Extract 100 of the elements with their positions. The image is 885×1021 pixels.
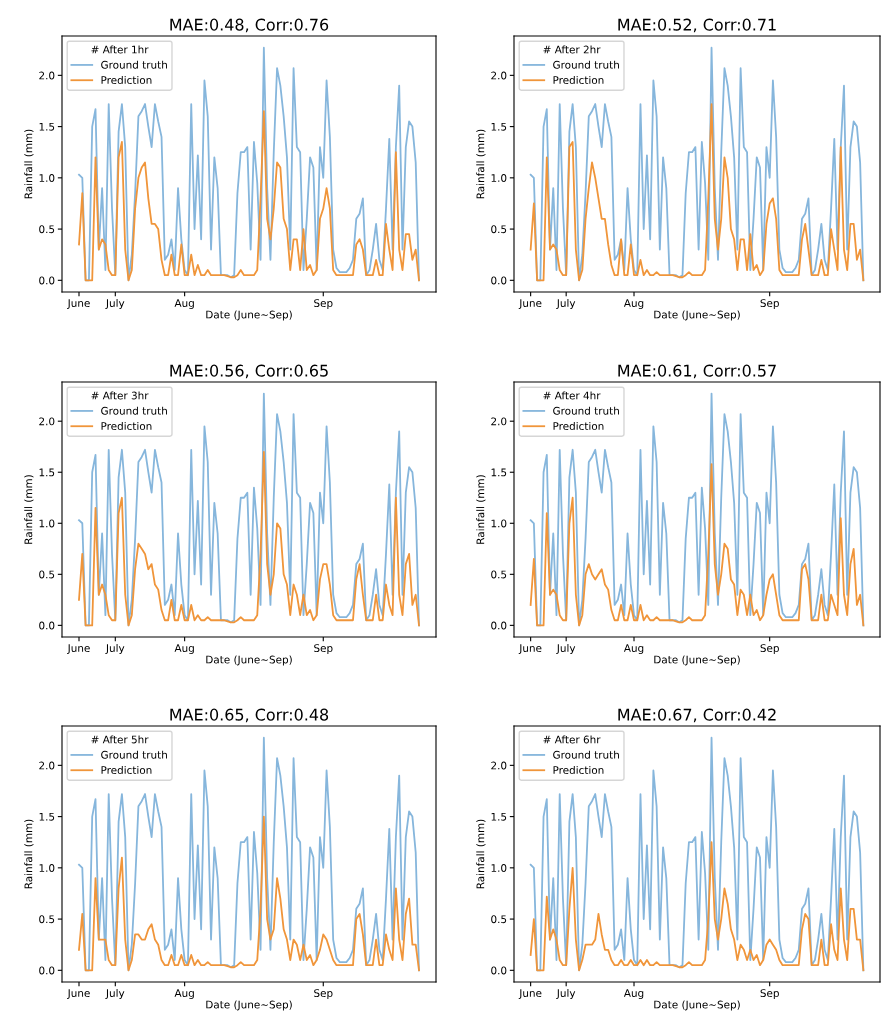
chart-title: MAE:0.65, Corr:0.48 (170, 708, 329, 723)
y-tick-label: 0.0 (491, 621, 507, 630)
x-tick-label: Sep (314, 644, 333, 655)
x-tick-label: Sep (760, 989, 779, 1000)
y-tick-label: 0.5 (491, 225, 507, 234)
x-tick-label: June (67, 989, 90, 999)
y-tick-label: 0.5 (491, 570, 507, 579)
legend-title: # After 6hr (543, 735, 601, 744)
line-series (78, 110, 420, 282)
legend-label: Ground truth (553, 406, 619, 415)
line-series (529, 736, 865, 972)
legend-label: Ground truth (101, 60, 167, 69)
y-tick-label: 0.0 (491, 276, 507, 285)
y-tick-label: 1.0 (491, 864, 507, 872)
x-tick-label: Aug (174, 644, 194, 655)
y-tick-label: 1.0 (39, 519, 55, 528)
legend-title: # After 4hr (543, 391, 601, 400)
y-axis-title: Rainfall (mm) (476, 819, 486, 889)
x-tick-label: July (105, 988, 125, 1000)
x-tick-label: Sep (314, 989, 333, 1000)
y-tick-label: 1.5 (39, 468, 55, 477)
line-series (529, 463, 865, 627)
y-tick-label: 2.0 (39, 761, 55, 770)
y-tick-label: 1.5 (491, 122, 507, 131)
legend-label: Prediction (101, 765, 152, 775)
legend-label: Prediction (553, 765, 604, 775)
line-series (78, 736, 420, 972)
x-tick-label: July (105, 643, 125, 655)
x-tick-label: Sep (314, 299, 333, 310)
legend-label: Ground truth (553, 750, 619, 759)
chart-title: MAE:0.61, Corr:0.57 (618, 364, 776, 379)
x-tick-label: July (556, 988, 576, 1000)
y-tick-label: 1.5 (491, 468, 507, 477)
line-series (78, 450, 420, 627)
legend-label: Prediction (101, 421, 152, 431)
legend-title: # After 3hr (91, 391, 149, 400)
y-tick-label: 0.5 (491, 915, 507, 924)
y-tick-label: 1.0 (491, 174, 507, 182)
y-axis-title: Rainfall (mm) (476, 129, 486, 199)
legend-label: Ground truth (101, 750, 167, 759)
y-tick-label: 0.5 (39, 915, 55, 924)
x-tick-label: June (518, 989, 542, 999)
y-tick-label: 1.5 (491, 812, 507, 821)
legend-title: # After 5hr (91, 735, 149, 744)
x-axis-title: Date (June~Sep) (654, 1000, 740, 1011)
y-tick-label: 2.0 (39, 417, 55, 426)
x-axis-title: Date (June~Sep) (206, 655, 292, 666)
line-series (529, 392, 865, 627)
y-axis-title: Rainfall (mm) (476, 475, 486, 544)
line-series (529, 46, 865, 282)
y-tick-label: 2.0 (491, 761, 507, 770)
x-tick-label: July (556, 643, 576, 655)
y-tick-label: 0.0 (491, 966, 507, 975)
y-tick-label: 0.0 (39, 621, 55, 630)
line-series (78, 46, 420, 282)
y-axis-title: Rainfall (mm) (24, 819, 34, 889)
chart-title: MAE:0.67, Corr:0.42 (618, 708, 776, 723)
y-tick-label: 1.0 (491, 519, 507, 528)
legend-title: # After 1hr (91, 45, 149, 54)
x-tick-label: June (67, 644, 90, 654)
y-tick-label: 1.5 (39, 812, 55, 821)
x-tick-label: July (556, 298, 576, 310)
x-tick-label: Aug (623, 299, 644, 310)
x-tick-label: Aug (623, 989, 644, 1000)
x-tick-label: Aug (174, 989, 194, 1000)
x-axis-title: Date (June~Sep) (654, 655, 740, 666)
y-tick-label: 2.0 (491, 71, 507, 80)
y-tick-label: 0.0 (39, 276, 55, 285)
x-tick-label: June (518, 644, 542, 654)
y-tick-label: 2.0 (491, 417, 507, 426)
line-series (78, 392, 420, 627)
y-tick-label: 2.0 (39, 71, 55, 80)
chart-title: MAE:0.48, Corr:0.76 (170, 18, 329, 33)
chart-title: MAE:0.52, Corr:0.71 (618, 18, 776, 33)
x-tick-label: June (518, 299, 542, 309)
x-axis-title: Date (June~Sep) (654, 310, 740, 321)
legend-label: Ground truth (101, 406, 167, 415)
x-tick-label: Sep (760, 644, 779, 655)
legend-label: Prediction (553, 75, 604, 85)
legend-label: Ground truth (553, 60, 619, 69)
chart-title: MAE:0.56, Corr:0.65 (170, 364, 328, 379)
y-tick-label: 1.0 (39, 864, 55, 872)
x-tick-label: July (105, 298, 125, 310)
x-tick-label: June (67, 299, 90, 309)
y-tick-label: 0.5 (39, 225, 55, 234)
x-axis-title: Date (June~Sep) (206, 310, 292, 321)
line-series (529, 103, 865, 282)
line-series (78, 815, 420, 972)
y-tick-label: 0.0 (39, 966, 55, 975)
y-axis-title: Rainfall (mm) (24, 129, 34, 199)
legend-title: # After 2hr (543, 45, 601, 54)
legend-label: Prediction (101, 75, 152, 85)
legend-label: Prediction (553, 421, 604, 431)
y-tick-label: 1.5 (39, 122, 55, 131)
y-tick-label: 0.5 (39, 570, 55, 579)
y-tick-label: 1.0 (39, 174, 55, 182)
x-axis-title: Date (June~Sep) (206, 1000, 292, 1011)
line-series (529, 841, 865, 972)
y-axis-title: Rainfall (mm) (24, 475, 34, 544)
x-tick-label: Aug (174, 299, 194, 310)
